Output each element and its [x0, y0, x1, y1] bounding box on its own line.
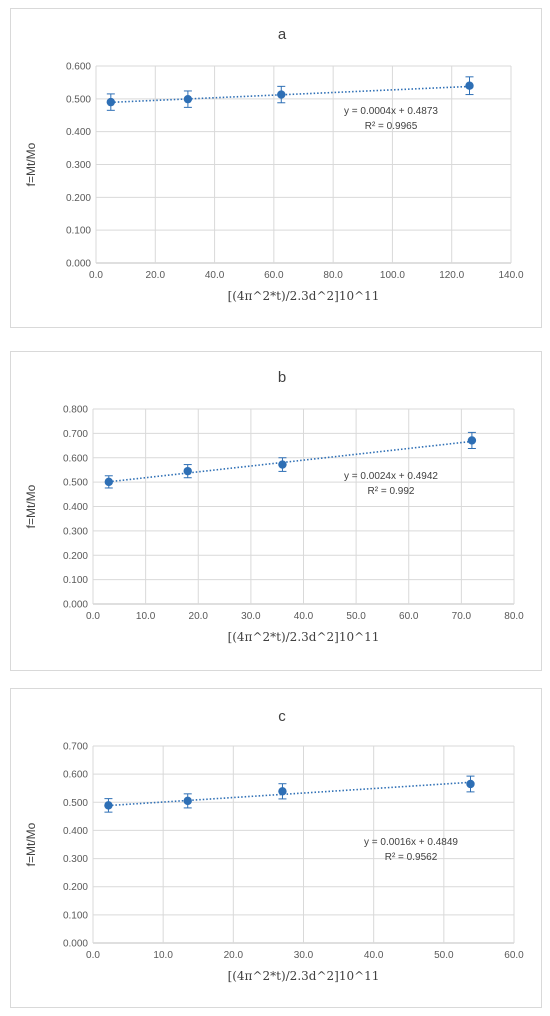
y-axis-label: f=Mt/Mo	[24, 822, 38, 866]
chart-a-svg: a 0.000 0.100 0.200 0.300 0.400 0.500 0.600 0.0 2…	[24, 26, 524, 303]
trendline-equation: y = 0.0024x + 0.4942	[344, 471, 438, 482]
x-tick-label: 60.0	[504, 950, 524, 961]
y-tick-label: 0.000	[66, 259, 91, 270]
y-tick-label: 0.400	[66, 127, 91, 138]
y-tick-label: 0.300	[66, 160, 91, 171]
x-tick-label: 80.0	[323, 270, 343, 281]
data-point	[465, 81, 474, 90]
y-tick-label: 0.200	[63, 551, 88, 562]
chart-title: a	[278, 26, 287, 43]
x-tick-label: 50.0	[346, 611, 366, 622]
x-tick-label: 30.0	[241, 611, 261, 622]
x-tick-label: 20.0	[146, 270, 166, 281]
y-tick-label: 0.000	[63, 939, 88, 950]
y-tick-label: 0.700	[63, 429, 88, 440]
x-tick-label: 10.0	[153, 950, 173, 961]
y-tick-label: 0.100	[63, 910, 88, 921]
x-tick-label: 40.0	[294, 611, 314, 622]
y-tick-label: 0.800	[63, 405, 88, 416]
trendline	[108, 440, 472, 483]
y-tick-label: 0.500	[63, 478, 88, 489]
x-axis-label: [(4π^2*t)/2.3d^2]10^11	[228, 289, 380, 303]
y-tick-label: 0.600	[66, 62, 91, 73]
x-tick-label: 70.0	[452, 611, 472, 622]
x-tick-label: 80.0	[504, 611, 524, 622]
x-tick-label: 20.0	[189, 611, 209, 622]
chart-c-svg: c 0.000 0.100 0.200 0.300 0.400 0.500 0.600 0.70…	[24, 708, 524, 983]
y-tick-label: 0.000	[63, 600, 88, 611]
y-tick-label: 0.200	[66, 193, 91, 204]
x-tick-label: 30.0	[294, 950, 314, 961]
x-tick-label: 100.0	[380, 270, 405, 281]
trendline	[108, 781, 471, 807]
trendline-r2: R² = 0.9562	[385, 852, 438, 863]
x-tick-label: 60.0	[264, 270, 284, 281]
chart-panel-c: c 0.000 0.100 0.200 0.300 0.400 0.500 0.600 0.70…	[10, 688, 542, 1008]
trendline-equation: y = 0.0016x + 0.4849	[364, 837, 458, 848]
x-tick-label: 120.0	[439, 270, 464, 281]
chart-panel-b: b 0.000 0.100 0.200 0.300 0.400 0.500 0.600 0.70…	[10, 351, 542, 671]
x-tick-label: 40.0	[364, 950, 384, 961]
data-point	[104, 477, 113, 487]
y-tick-label: 0.500	[66, 94, 91, 105]
x-tick-label: 0.0	[89, 270, 103, 281]
y-tick-label: 0.600	[63, 770, 88, 781]
data-point	[466, 779, 475, 789]
y-tick-label: 0.100	[63, 575, 88, 586]
y-tick-label: 0.100	[66, 226, 91, 237]
trendline-equation: y = 0.0004x + 0.4873	[344, 106, 438, 117]
data-point	[183, 796, 192, 806]
y-axis-label: f=Mt/Mo	[24, 142, 38, 186]
chart-panel-a: a 0.000 0.100 0.200 0.300 0.400 0.500 0.600 0.0 2…	[10, 8, 542, 328]
chart-b-svg: b 0.000 0.100 0.200 0.300 0.400 0.500 0.600 0.70…	[24, 369, 524, 644]
y-tick-label: 0.300	[63, 854, 88, 865]
x-tick-label: 140.0	[498, 270, 523, 281]
y-tick-label: 0.500	[63, 798, 88, 809]
x-tick-label: 50.0	[434, 950, 454, 961]
x-tick-label: 0.0	[86, 950, 100, 961]
trendline-r2: R² = 0.992	[368, 486, 415, 497]
data-point	[183, 466, 192, 476]
x-tick-label: 60.0	[399, 611, 419, 622]
y-axis-label: f=Mt/Mo	[24, 484, 38, 528]
x-tick-label: 10.0	[136, 611, 156, 622]
chart-title: c	[278, 708, 286, 725]
y-tick-label: 0.400	[63, 826, 88, 837]
data-point	[104, 801, 113, 810]
x-axis-label: [(4π^2*t)/2.3d^2]10^11	[228, 630, 380, 644]
x-tick-label: 0.0	[86, 611, 100, 622]
y-tick-label: 0.600	[63, 453, 88, 464]
trendline-r2: R² = 0.9965	[365, 121, 418, 132]
y-tick-label: 0.200	[63, 882, 88, 893]
data-point	[106, 97, 116, 107]
y-tick-label: 0.400	[63, 502, 88, 513]
trendline	[110, 85, 470, 104]
x-axis-label: [(4π^2*t)/2.3d^2]10^11	[228, 969, 380, 983]
x-tick-label: 20.0	[224, 950, 244, 961]
y-tick-label: 0.700	[63, 742, 88, 753]
data-point	[278, 787, 287, 796]
data-point	[467, 436, 477, 445]
y-tick-label: 0.300	[63, 526, 88, 537]
x-tick-label: 40.0	[205, 270, 225, 281]
data-point	[277, 90, 286, 99]
data-point	[183, 94, 193, 104]
data-point	[278, 460, 287, 469]
chart-title: b	[278, 369, 286, 386]
